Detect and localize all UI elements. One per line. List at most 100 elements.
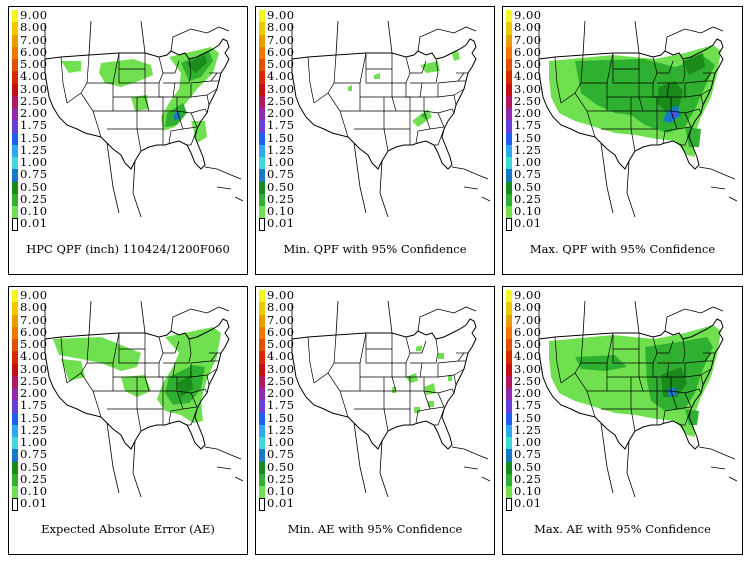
legend-value: 1.00: [20, 435, 48, 449]
legend-value: 2.50: [20, 93, 48, 108]
legend-swatch: [506, 339, 512, 352]
boundary-line: [132, 160, 142, 218]
legend-swatch: [12, 412, 18, 425]
legend-entry: 1.00: [506, 156, 562, 170]
state-border: [383, 96, 397, 112]
legend-value: 8.00: [20, 20, 48, 35]
boundary-line: [417, 26, 477, 52]
legend-swatch: [259, 59, 265, 72]
us-map: [44, 300, 244, 498]
legend-entry: 6.00: [259, 44, 315, 59]
boundary-line: [106, 422, 120, 494]
legend-swatch: [259, 498, 265, 511]
us-outline: [538, 318, 724, 450]
precip-field: [549, 45, 721, 157]
legend-value: 1.50: [514, 130, 542, 145]
legend-swatch: [506, 144, 512, 157]
legend-value: 9.00: [514, 288, 542, 302]
state-border: [137, 111, 164, 130]
boundary-line: [600, 142, 614, 214]
us-map: [291, 300, 491, 498]
legend-value: 4.00: [267, 69, 295, 84]
legend-entry: 0.25: [12, 192, 68, 206]
legend-entry: 6.00: [259, 325, 315, 339]
state-border: [159, 362, 176, 378]
legend-swatch: [259, 290, 265, 303]
legend-entry: 0.10: [506, 205, 562, 219]
legend-swatch: [259, 326, 265, 339]
legend-swatch: [506, 498, 512, 511]
state-border: [190, 94, 210, 106]
state-border: [606, 332, 614, 364]
state-border: [168, 110, 184, 144]
boundary-line: [204, 446, 242, 460]
legend-value: 2.50: [267, 373, 295, 388]
legend-swatch: [506, 169, 512, 182]
legend-value: 1.75: [267, 398, 295, 413]
legend-swatch: [259, 424, 265, 437]
legend-swatch: [259, 193, 265, 206]
state-border: [662, 110, 678, 144]
state-border: [107, 390, 138, 410]
legend-entry: 3.00: [259, 362, 315, 376]
legend-entry: 5.00: [259, 58, 315, 72]
legend-value: 1.50: [267, 410, 295, 425]
legend-value: 9.00: [267, 288, 295, 302]
legend-entry: 1.00: [259, 436, 315, 450]
legend-swatch: [12, 326, 18, 339]
state-border: [327, 334, 337, 374]
legend-value: 1.25: [514, 142, 542, 157]
state-border: [392, 363, 407, 378]
legend-swatch: [12, 95, 18, 108]
legend-value: 5.00: [514, 57, 542, 71]
legend-swatch: [12, 83, 18, 96]
legend-swatch: [12, 437, 18, 450]
legend-value: 7.00: [514, 312, 542, 327]
legend-value: 2.50: [267, 93, 295, 108]
state-border: [354, 390, 385, 410]
legend-entry: 2.00: [259, 107, 315, 121]
legend-swatch: [506, 302, 512, 315]
legend-value: 2.00: [267, 386, 295, 400]
legend-entry: 7.00: [506, 312, 562, 327]
precip-area: [187, 55, 207, 73]
legend-entry: 1.25: [12, 143, 68, 157]
legend-value: 0.50: [267, 459, 295, 474]
state-border: [639, 56, 658, 84]
legend-swatch: [506, 400, 512, 413]
legend-value: 6.00: [267, 44, 295, 59]
state-border: [560, 372, 596, 418]
legend-swatch: [259, 46, 265, 59]
state-border: [175, 58, 192, 84]
precip-area: [99, 59, 153, 87]
legend-value: 8.00: [514, 300, 542, 315]
state-border: [145, 336, 164, 364]
state-borders: [60, 52, 221, 152]
state-border: [410, 60, 427, 74]
legend-entry: 0.75: [506, 448, 562, 462]
legend-entry: 0.25: [259, 472, 315, 486]
state-borders: [554, 332, 715, 432]
boundary-line: [234, 196, 244, 202]
us-outline: [291, 38, 477, 170]
legend-entry: 0.50: [506, 180, 562, 194]
legend-entry: 0.75: [506, 168, 562, 182]
panel-caption: Expected Absolute Error (AE): [41, 522, 215, 536]
state-border: [87, 82, 114, 112]
legend-value: 1.50: [514, 410, 542, 425]
state-border: [384, 391, 411, 410]
legend-entry: 1.75: [259, 119, 315, 133]
legend-swatch: [12, 498, 18, 511]
legend-entry: 9.00: [12, 289, 68, 303]
state-border: [422, 58, 439, 84]
state-border: [406, 82, 423, 98]
legend-value: 3.00: [514, 361, 542, 376]
map-panel-hpc-qpf: 9.00 8.00 7.00 6.00 5.00 4.00 3.00 2.50 2.00 1.75…: [8, 6, 248, 275]
precip-legend: 9.00 8.00 7.00 6.00 5.00 4.00 3.00 2.50 2.00 1.75…: [12, 289, 68, 511]
legend-entry: 0.10: [506, 485, 562, 499]
boundary-line: [710, 466, 726, 470]
legend-value: 2.00: [514, 386, 542, 400]
legend-value: 0.01: [20, 216, 48, 231]
legend-swatch: [506, 351, 512, 364]
state-border: [118, 53, 146, 70]
